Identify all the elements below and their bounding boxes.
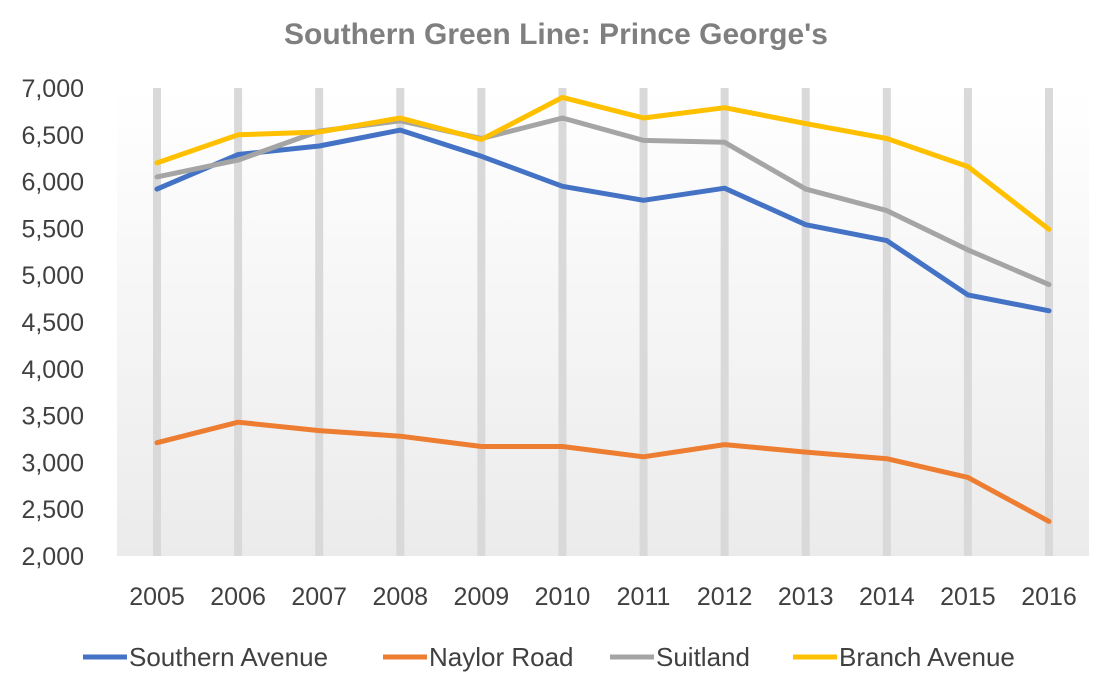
series-line-branch-avenue — [154, 94, 1052, 232]
x-tick-label: 2012 — [697, 583, 753, 611]
legend-label-naylor-road: Naylor Road — [429, 642, 574, 672]
x-tick-label: 2008 — [372, 583, 428, 611]
x-tick-label: 2010 — [535, 583, 591, 611]
legend: Southern Avenue Naylor Road Suitland Branch… — [83, 642, 1015, 672]
chart-title: Southern Green Line: Prince George's — [284, 18, 828, 51]
series-line-southern-avenue — [154, 127, 1052, 314]
y-tick-label: 3,500 — [21, 403, 84, 431]
legend-label-branch-avenue: Branch Avenue — [839, 642, 1015, 672]
y-tick-label: 2,500 — [21, 496, 84, 524]
y-tick-label: 6,000 — [21, 169, 84, 197]
y-tick-label: 5,500 — [21, 215, 84, 243]
legend-label-southern-avenue: Southern Avenue — [129, 642, 328, 672]
y-tick-label: 4,000 — [21, 356, 84, 384]
x-tick-label: 2006 — [210, 583, 266, 611]
legend-label-suitland: Suitland — [656, 642, 750, 672]
series-lines — [154, 94, 1052, 524]
y-tick-label: 7,000 — [21, 75, 84, 103]
x-tick-label: 2009 — [454, 583, 510, 611]
y-tick-label: 2,000 — [21, 543, 84, 571]
y-tick-label: 3,000 — [21, 449, 84, 477]
x-tick-label: 2005 — [129, 583, 185, 611]
plot-area — [117, 88, 1089, 556]
y-tick-label: 4,500 — [21, 309, 84, 337]
y-axis: 2,000 2,500 3,000 3,500 4,000 4,500 5,000 5,500… — [21, 75, 84, 571]
x-tick-label: 2011 — [617, 583, 671, 611]
x-tick-label: 2013 — [778, 583, 834, 611]
series-line-naylor-road — [154, 419, 1052, 524]
y-tick-label: 6,500 — [21, 122, 84, 150]
x-tick-label: 2014 — [859, 583, 915, 611]
x-tick-label: 2015 — [940, 583, 996, 611]
y-tick-label: 5,000 — [21, 262, 84, 290]
x-tick-label: 2007 — [291, 583, 347, 611]
x-axis: 2005 2006 2007 2008 2009 2010 2011 2012 2013 2014… — [129, 583, 1077, 611]
series-line-suitland — [154, 115, 1052, 288]
x-tick-label: 2016 — [1021, 583, 1077, 611]
